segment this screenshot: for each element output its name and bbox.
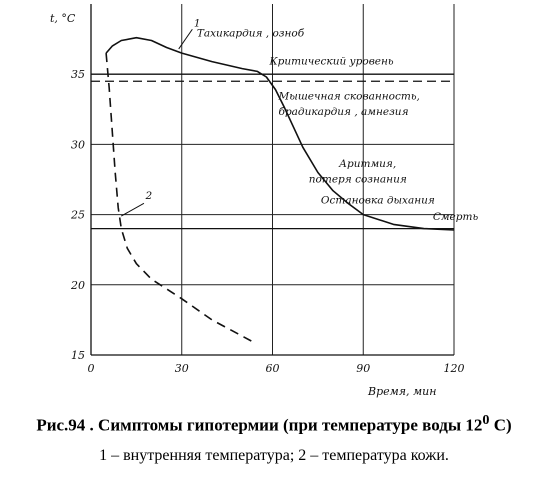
y-tick-label: 30 <box>71 138 85 151</box>
x-tick-label: 120 <box>444 362 465 375</box>
y-axis-label: t, °C <box>50 12 76 25</box>
chart-series <box>105 36 455 342</box>
reference-lines <box>91 73 454 230</box>
series-line-1 <box>105 36 455 231</box>
annotation-label: Аритмия, <box>338 158 396 170</box>
chart-axes <box>90 4 454 356</box>
y-tick-label: 20 <box>70 279 85 292</box>
annotation-label: Тахикардия , озноб <box>197 27 305 39</box>
caption-title: Рис.94 . Симптомы гипотермии (при темпер… <box>36 415 483 435</box>
curve-1-leader <box>178 28 193 50</box>
annotation-label: 1 <box>194 17 201 29</box>
annotations: Тахикардия , озноб Критический уровень Мыш… <box>121 17 478 223</box>
chart-grid <box>91 4 455 355</box>
annotation-label: 2 <box>144 190 152 202</box>
y-tick-label: 25 <box>70 209 85 222</box>
caption-title-sup: 0 <box>482 412 490 428</box>
x-tick-label: 60 <box>266 362 280 375</box>
x-axis-label: Время, мин <box>367 385 436 398</box>
y-tick-label: 15 <box>71 349 85 362</box>
series-line-2 <box>105 53 252 342</box>
annotation-label: Критический уровень <box>268 55 393 67</box>
annotation-label: Остановка дыхания <box>321 194 435 206</box>
x-tick-label: 30 <box>175 362 189 375</box>
tick-labels: 0 30 60 90 120 15 20 25 30 35 <box>70 68 465 375</box>
figure-caption: Рис.94 . Симптомы гипотермии (при темпер… <box>0 412 548 436</box>
curve-2-leader <box>121 202 145 217</box>
annotation-label: Мышечная скованность, <box>278 90 420 102</box>
caption-title-end: C) <box>489 415 512 435</box>
x-tick-label: 0 <box>88 362 95 375</box>
x-tick-label: 90 <box>356 362 370 375</box>
annotation-label: брадикардия , амнезия <box>279 106 409 118</box>
figure-subcaption: 1 – внутренняя температура; 2 – температ… <box>99 447 449 464</box>
annotation-label: потеря сознания <box>309 173 407 185</box>
y-tick-label: 35 <box>71 68 85 81</box>
annotation-label: Смерть <box>433 211 479 223</box>
hypothermia-chart: 0 30 60 90 120 15 20 25 30 35 Тахикардия , озноб К… <box>50 4 478 398</box>
